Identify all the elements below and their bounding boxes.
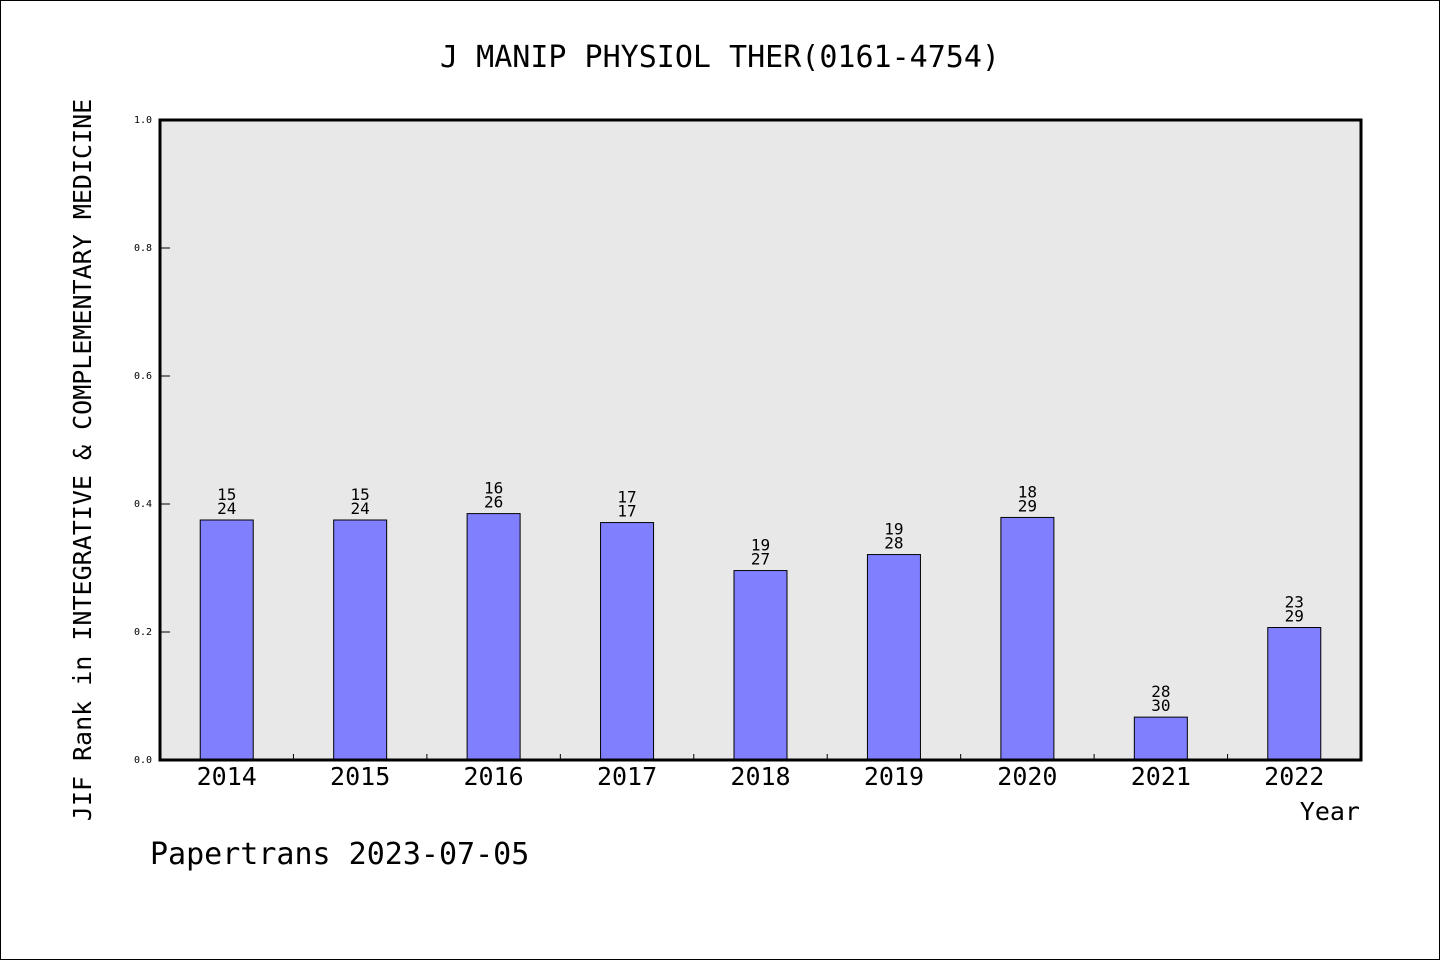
x-tick-label: 2014	[197, 762, 257, 791]
bar-2018	[733, 570, 788, 761]
bar-rank-label: 23	[1285, 593, 1304, 612]
bar-2019	[866, 554, 921, 761]
bar-2021	[1133, 716, 1188, 761]
bar-2015	[333, 519, 388, 761]
bar-total-label: 24	[351, 499, 370, 518]
y-tick-label: 0.2	[134, 627, 152, 638]
bar-rank-label: 15	[217, 485, 236, 504]
bar-total-label: 29	[1018, 496, 1037, 515]
y-tick-label: 0.6	[134, 371, 152, 382]
bar-total-label: 26	[484, 493, 503, 512]
bar-2022	[1267, 627, 1322, 761]
bar-rank-label: 15	[351, 485, 370, 504]
bar-2014	[199, 519, 254, 761]
y-tick-label: 0.0	[134, 755, 152, 766]
bar-total-label: 28	[884, 534, 903, 553]
bar-2017	[600, 522, 655, 761]
plot-border	[158, 118, 1363, 762]
footer-credit: Papertrans 2023-07-05	[150, 837, 529, 872]
x-tick-label: 2016	[464, 762, 524, 791]
y-tick-label: 0.4	[134, 499, 152, 510]
bar-rank-label: 28	[1151, 682, 1170, 701]
bar-total-label: 30	[1151, 696, 1170, 715]
bar-2016	[466, 513, 521, 761]
x-tick-label: 2022	[1264, 762, 1324, 791]
y-axis-ticks: 0.0 0.2 0.4 0.6 0.8 1.0	[134, 115, 170, 766]
chart-title: J MANIP PHYSIOL THER(0161-4754)	[440, 40, 1000, 75]
bar-rank-label: 18	[1018, 482, 1037, 501]
bar-rank-label: 16	[484, 479, 503, 498]
bar-total-label: 29	[1285, 607, 1304, 626]
x-tick-label: 2020	[997, 762, 1057, 791]
x-tick-label: 2018	[730, 762, 790, 791]
x-tick-label: 2019	[864, 762, 924, 791]
x-tick-label: 2017	[597, 762, 657, 791]
y-axis-label: JIF Rank in INTEGRATIVE & COMPLEMENTARY …	[68, 99, 97, 821]
bar-2020	[1000, 516, 1055, 761]
bar-rank-label: 19	[751, 536, 770, 555]
x-axis-ticks: 2014 2015 2016 2017 2018 2019 2020 2021 2022	[197, 754, 1324, 791]
bar-total-label: 17	[617, 502, 636, 521]
y-tick-label: 1.0	[134, 115, 152, 126]
x-tick-label: 2015	[330, 762, 390, 791]
y-tick-label: 0.8	[134, 243, 152, 254]
bar-total-label: 27	[751, 550, 770, 569]
bar-rank-label: 19	[884, 520, 903, 539]
bar-rank-label: 17	[617, 488, 636, 507]
x-axis-label: Year	[1300, 797, 1360, 826]
x-tick-label: 2021	[1131, 762, 1191, 791]
bar-total-label: 24	[217, 499, 236, 518]
